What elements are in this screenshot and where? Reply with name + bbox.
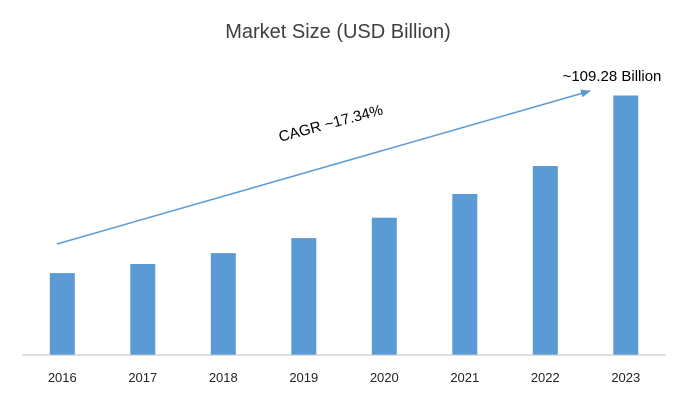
cagr-trend-arrow bbox=[56, 89, 591, 245]
bar-2018 bbox=[210, 253, 236, 355]
x-tick-label-2017: 2017 bbox=[128, 370, 157, 385]
bar-2021 bbox=[452, 194, 478, 355]
final-value-label: ~109.28 Billion bbox=[563, 68, 662, 85]
x-tick-label-2019: 2019 bbox=[289, 370, 318, 385]
x-tick-label-2020: 2020 bbox=[370, 370, 399, 385]
bar-2017 bbox=[130, 264, 156, 355]
x-tick-label-2018: 2018 bbox=[209, 370, 238, 385]
x-tick-label-2023: 2023 bbox=[611, 370, 640, 385]
x-tick-labels: 2016 2017 2018 2019 2020 2021 2022 2023 bbox=[48, 370, 640, 385]
cagr-label: CAGR ~17.34% bbox=[277, 102, 385, 146]
bar-2023 bbox=[613, 95, 639, 355]
bar-2019 bbox=[291, 238, 317, 355]
bar-2016 bbox=[49, 273, 75, 355]
x-tick-label-2022: 2022 bbox=[531, 370, 560, 385]
chart-title: Market Size (USD Billion) bbox=[225, 21, 451, 43]
bars-group bbox=[49, 95, 639, 355]
bar-2022 bbox=[532, 166, 558, 355]
x-tick-label-2016: 2016 bbox=[48, 370, 77, 385]
x-tick-label-2021: 2021 bbox=[450, 370, 479, 385]
bar-2020 bbox=[371, 217, 397, 355]
